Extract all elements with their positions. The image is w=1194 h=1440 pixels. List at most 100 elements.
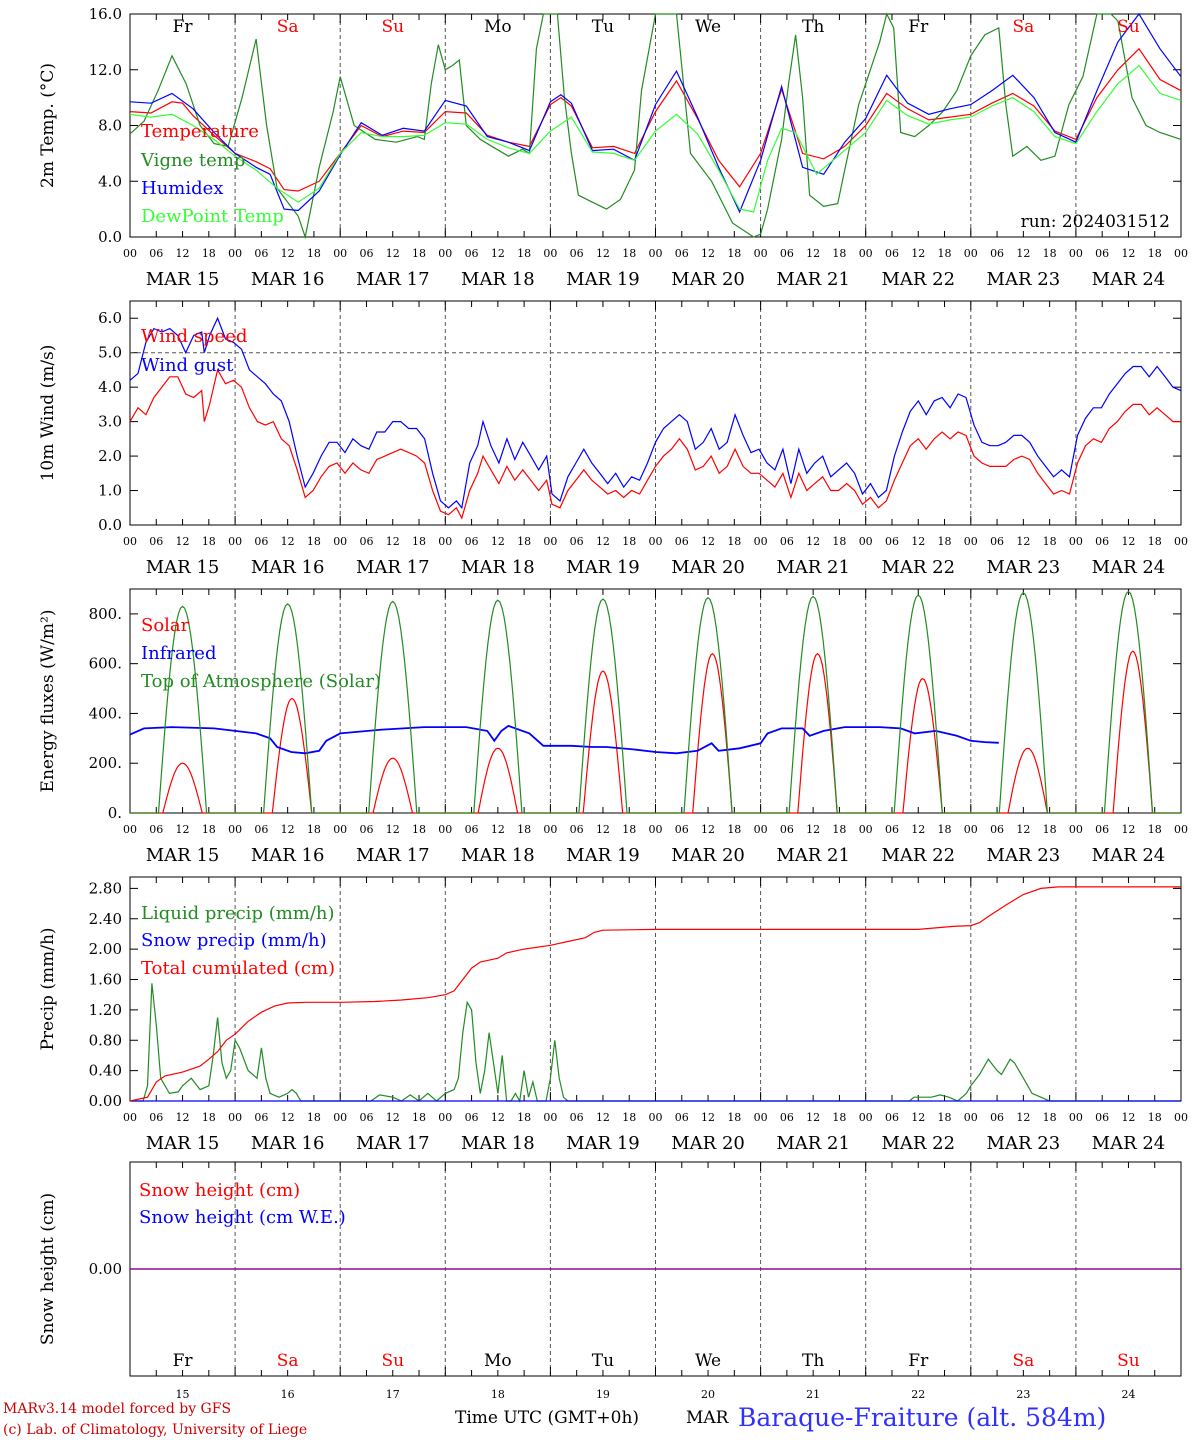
y-tick-label: 2.80 [89, 879, 122, 897]
x-hour-label: 00 [333, 535, 347, 548]
x-hour-label: 12 [911, 247, 925, 260]
x-date-label: MAR 23 [987, 557, 1061, 578]
x-date-label: MAR 17 [356, 557, 430, 578]
x-date-label: MAR 19 [566, 269, 640, 290]
x-hour-label: 12 [596, 535, 610, 548]
x-hour-label: 06 [885, 823, 899, 836]
x-hour-label: 00 [1174, 1111, 1188, 1124]
x-hour-label: 12 [176, 823, 190, 836]
legend-entry: Total cumulated (cm) [141, 958, 335, 979]
x-hour-label: 06 [1095, 535, 1109, 548]
x-hour-label: 00 [1069, 823, 1083, 836]
x-date-label: MAR 23 [987, 845, 1061, 866]
x-hour-label: 00 [964, 247, 978, 260]
day-number-label: 18 [491, 1388, 505, 1401]
series-line [129, 886, 1181, 1102]
x-hour-label: 18 [202, 823, 216, 836]
day-number-label: 16 [281, 1388, 295, 1401]
x-hour-label: 12 [806, 247, 820, 260]
x-hour-label: 12 [806, 535, 820, 548]
x-hour-label: 18 [202, 1111, 216, 1124]
weekday-label: Mo [484, 1351, 512, 1371]
y-tick-label: 1.20 [89, 1001, 122, 1019]
x-hour-label: 12 [1121, 535, 1135, 548]
x-hour-label: 12 [701, 535, 715, 548]
day-number-label: 23 [1016, 1388, 1030, 1401]
day-number-label: 19 [596, 1388, 610, 1401]
x-hour-label: 06 [359, 823, 373, 836]
x-hour-label: 18 [622, 1111, 636, 1124]
weekday-label: Fr [173, 1351, 194, 1371]
x-date-label: MAR 16 [251, 1133, 325, 1154]
x-date-label: MAR 22 [881, 845, 955, 866]
x-hour-label: 06 [465, 823, 479, 836]
weekday-label: Su [1117, 1351, 1140, 1371]
x-hour-label: 18 [1043, 535, 1057, 548]
figure-footer: MARv3.14 model forced by GFS (c) Lab. of… [3, 1401, 1106, 1438]
x-hour-label: 12 [386, 823, 400, 836]
x-hour-label: 18 [938, 823, 952, 836]
y-tick-label: 0.40 [89, 1062, 122, 1080]
x-hour-label: 12 [176, 535, 190, 548]
x-date-label: MAR 15 [146, 1133, 220, 1154]
x-hour-label: 06 [254, 535, 268, 548]
lab-credit: (c) Lab. of Climatology, University of L… [3, 1422, 307, 1438]
hour-ticks [129, 1162, 1182, 1376]
x-hour-label: 18 [727, 1111, 741, 1124]
legend-entry: Top of Atmosphere (Solar) [141, 671, 381, 692]
x-hour-label: 00 [123, 247, 137, 260]
day-number-label: 22 [911, 1388, 925, 1401]
series-line [129, 64, 1182, 213]
x-hour-label: 00 [1174, 535, 1188, 548]
y-tick-label: 1.60 [89, 971, 122, 989]
x-hour-label: 12 [491, 823, 505, 836]
x-hour-label: 12 [701, 247, 715, 260]
x-hour-label: 00 [543, 535, 557, 548]
x-date-label: MAR 24 [1092, 269, 1166, 290]
y-tick-label: 0.00 [89, 1260, 122, 1278]
x-hour-label: 18 [938, 1111, 952, 1124]
x-hour-label: 06 [990, 1111, 1004, 1124]
weekday-label: Sa [1012, 17, 1034, 37]
x-hour-label: 00 [649, 1111, 663, 1124]
hour-ticks [129, 301, 1182, 525]
x-hour-label: 06 [885, 535, 899, 548]
x-date-label: MAR 23 [987, 269, 1061, 290]
y-tick-label: 800. [89, 605, 122, 623]
x-hour-label: 00 [228, 823, 242, 836]
series-line [129, 47, 1182, 192]
weekday-label: We [695, 17, 721, 37]
weekday-label: Sa [277, 17, 299, 37]
x-hour-label: 00 [859, 1111, 873, 1124]
run-label: run: 2024031512 [1021, 212, 1170, 232]
x-hour-label: 12 [1121, 247, 1135, 260]
hour-ticks [129, 877, 1182, 1101]
x-hour-label: 06 [570, 247, 584, 260]
weekday-label: Sa [1012, 1351, 1034, 1371]
x-hour-label: 06 [570, 1111, 584, 1124]
panel-precip: Precip (mm/h) 0.00 0.40 0.80 1.20 1.60 2.00 2.4… [38, 876, 1188, 1154]
x-hour-label: 06 [254, 823, 268, 836]
x-hour-label: 00 [859, 535, 873, 548]
y-tick-label: 2.0 [98, 447, 122, 465]
x-hour-label: 12 [1016, 535, 1030, 548]
y-tick-label: 3.0 [98, 413, 122, 431]
weekday-label: Tu [592, 1351, 614, 1371]
x-hour-label: 06 [675, 535, 689, 548]
x-hour-label: 06 [675, 1111, 689, 1124]
x-hour-label: 00 [438, 247, 452, 260]
x-hour-label: 06 [359, 535, 373, 548]
x-hour-label: 00 [964, 823, 978, 836]
x-hour-label: 00 [438, 1111, 452, 1124]
x-hour-label: 06 [149, 247, 163, 260]
x-hour-label: 06 [359, 1111, 373, 1124]
day-number-label: 24 [1121, 1388, 1135, 1401]
x-hour-label: 12 [596, 823, 610, 836]
x-hour-label: 06 [990, 247, 1004, 260]
legend-entry: Snow precip (mm/h) [141, 930, 327, 951]
y-tick-label: 6.0 [98, 309, 122, 327]
x-hour-label: 12 [281, 1111, 295, 1124]
legend-entry: Solar [141, 615, 190, 636]
x-date-label: MAR 16 [251, 269, 325, 290]
x-hour-label: 18 [938, 535, 952, 548]
